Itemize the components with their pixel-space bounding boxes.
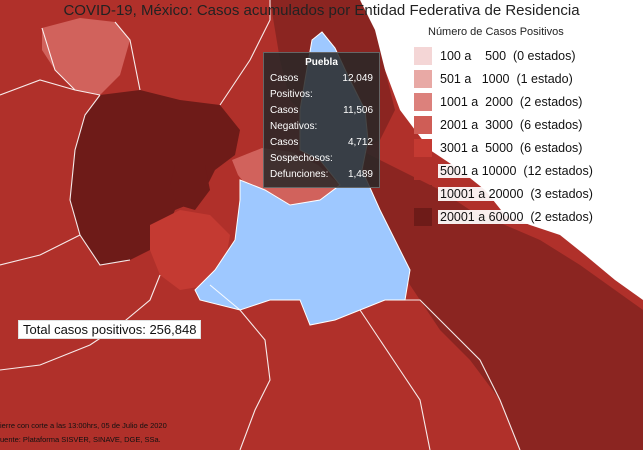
- legend-swatch: [414, 69, 432, 88]
- legend-item[interactable]: 501 a 1000 (1 estado): [414, 67, 595, 90]
- tooltip-label: Casos Positivos:: [270, 73, 313, 100]
- legend-swatch: [414, 138, 432, 157]
- state-borders: [0, 0, 521, 450]
- legend-item[interactable]: 100 a 500 (0 estados): [414, 44, 595, 67]
- legend-swatch: [414, 184, 432, 203]
- legend-swatch: [414, 92, 432, 111]
- legend-item[interactable]: 2001 a 3000 (6 estados): [414, 113, 595, 136]
- legend-label: 5001 a 10000 (12 estados): [438, 163, 595, 178]
- legend-swatch: [414, 207, 432, 226]
- legend-item[interactable]: 10001 a 20000 (3 estados): [414, 182, 595, 205]
- legend-label: 10001 a 20000 (3 estados): [438, 186, 595, 201]
- region-medium[interactable]: [150, 210, 230, 290]
- tooltip-row: Defunciones: 1,489: [270, 167, 373, 183]
- legend-label: 20001 a 60000 (2 estados): [438, 209, 595, 224]
- tooltip-row: Casos Sospechosos: 4,712: [270, 135, 373, 167]
- tooltip-label: Defunciones:: [270, 169, 329, 180]
- tooltip-row: Casos Negativos: 11,506: [270, 103, 373, 135]
- tooltip-value: 11,506: [343, 105, 373, 116]
- legend-label: 1001 a 2000 (2 estados): [438, 94, 585, 109]
- tooltip-state-name: Puebla: [305, 57, 338, 68]
- tooltip-row: Casos Positivos: 12,049: [270, 71, 373, 103]
- total-cases-label: Total casos positivos: 256,848: [18, 320, 202, 339]
- legend-title: Número de Casos Positivos: [428, 26, 564, 38]
- region-light-west[interactable]: [42, 18, 130, 95]
- state-tooltip: Puebla Casos Positivos: 12,049 Casos Nega…: [263, 52, 380, 188]
- legend-label: 501 a 1000 (1 estado): [438, 71, 575, 86]
- tooltip-label: Casos Sospechosos:: [270, 137, 333, 164]
- footer-source: uente: Plataforma SISVER, SINAVE, DGE, S…: [0, 435, 161, 444]
- legend: 100 a 500 (0 estados) 501 a 1000 (1 esta…: [414, 44, 595, 228]
- legend-label: 100 a 500 (0 estados): [438, 48, 578, 63]
- legend-item[interactable]: 5001 a 10000 (12 estados): [414, 159, 595, 182]
- legend-swatch: [414, 115, 432, 134]
- legend-item[interactable]: 1001 a 2000 (2 estados): [414, 90, 595, 113]
- region-darkest-small[interactable]: [170, 165, 210, 210]
- legend-label: 3001 a 5000 (6 estados): [438, 140, 585, 155]
- tooltip-value: 12,049: [342, 73, 373, 84]
- tooltip-label: Casos Negativos:: [270, 105, 318, 132]
- tooltip-value: 4,712: [347, 137, 373, 148]
- legend-swatch: [414, 161, 432, 180]
- legend-label: 2001 a 3000 (6 estados): [438, 117, 585, 132]
- footer-cutoff: ierre con corte a las 13:00hrs, 05 de Ju…: [0, 421, 167, 430]
- legend-swatch: [414, 46, 432, 65]
- legend-item[interactable]: 3001 a 5000 (6 estados): [414, 136, 595, 159]
- legend-item[interactable]: 20001 a 60000 (2 estados): [414, 205, 595, 228]
- region-darkest-center[interactable]: [70, 90, 240, 265]
- footer-notes: ierre con corte a las 13:00hrs, 05 de Ju…: [0, 419, 167, 447]
- map-title: COVID-19, México: Casos acumulados por E…: [63, 2, 580, 19]
- tooltip-value: 1,489: [347, 169, 373, 180]
